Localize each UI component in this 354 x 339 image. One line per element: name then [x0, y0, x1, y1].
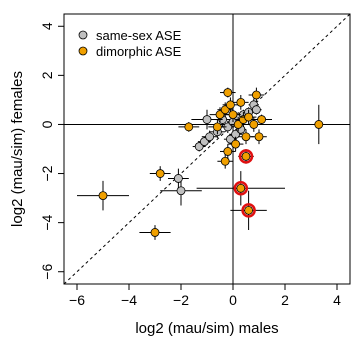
data-point	[314, 120, 324, 129]
data-point	[244, 205, 254, 215]
legend-marker-same-sex	[78, 30, 88, 40]
y-tick-label: −4	[39, 214, 55, 230]
y-tick-label: 2	[39, 71, 55, 79]
data-marks	[77, 87, 343, 240]
series-dimorphic	[77, 87, 343, 240]
data-point	[251, 105, 261, 115]
x-tick-label: 0	[229, 292, 237, 308]
data-point	[223, 147, 233, 156]
data-point	[184, 122, 194, 132]
legend-marker-dimorphic	[78, 46, 88, 56]
y-axis: −6 −4 −2 0 2 4	[39, 22, 64, 280]
x-axis: −6 −4 −2 0 2 4	[69, 284, 341, 308]
x-tick-label: 2	[281, 292, 289, 308]
data-point	[236, 97, 246, 107]
data-point	[236, 183, 246, 193]
data-point	[205, 132, 215, 142]
plot-area	[63, 13, 351, 285]
data-point	[150, 228, 160, 237]
y-tick-label: −6	[39, 264, 55, 280]
data-point	[249, 120, 259, 129]
data-point	[241, 151, 251, 161]
data-point	[173, 174, 183, 183]
legend-label-dimorphic: dimorphic ASE	[96, 44, 182, 59]
data-point	[98, 191, 108, 201]
data-point	[223, 88, 233, 97]
data-point	[231, 139, 241, 149]
data-point	[212, 122, 222, 132]
data-point	[176, 186, 186, 196]
y-axis-title: log2 (mau/sim) females	[9, 71, 26, 227]
data-point	[228, 110, 238, 120]
data-point	[254, 132, 264, 142]
x-axis-title: log2 (mau/sim) males	[135, 320, 278, 337]
data-point	[202, 115, 212, 124]
x-tick-label: −2	[173, 292, 189, 308]
highlight-ring	[241, 203, 256, 218]
plot-frame	[63, 13, 351, 285]
y-tick-label: −2	[39, 165, 55, 181]
data-point	[241, 132, 251, 142]
highlight-ring	[238, 149, 254, 164]
legend: same-sex ASE dimorphic ASE	[78, 28, 182, 59]
x-tick-label: −6	[69, 292, 85, 308]
data-point	[251, 90, 261, 100]
data-point	[220, 156, 230, 166]
data-point	[155, 169, 165, 178]
y-tick-label: 0	[39, 120, 55, 128]
y-tick-label: 4	[39, 22, 55, 30]
x-tick-label: −4	[121, 292, 137, 308]
legend-label-same-sex: same-sex ASE	[96, 28, 182, 43]
x-tick-label: 4	[333, 292, 341, 308]
data-point	[225, 100, 235, 110]
data-point	[257, 115, 267, 124]
data-point	[244, 112, 254, 122]
highlight-ring	[233, 181, 249, 196]
